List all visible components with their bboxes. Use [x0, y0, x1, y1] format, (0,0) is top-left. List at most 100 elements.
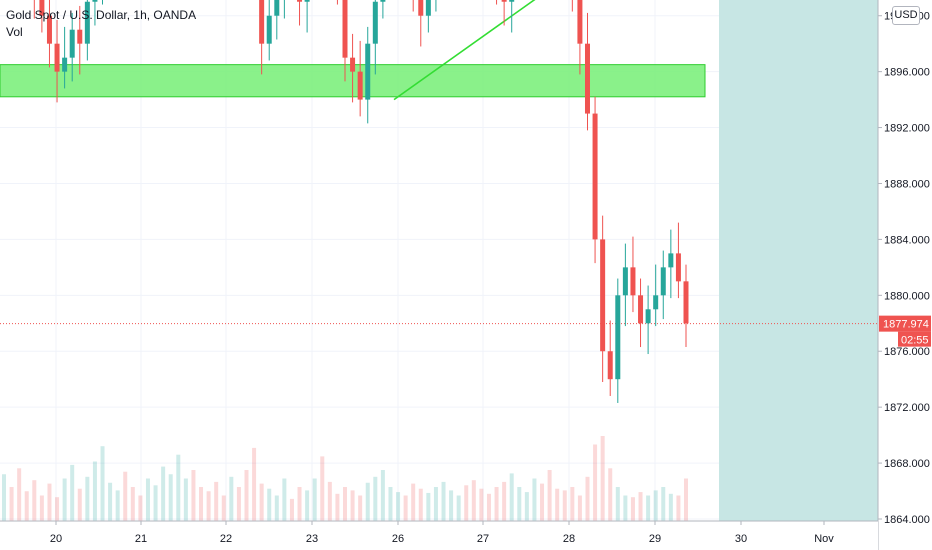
price-tick-label: 1892.000: [884, 123, 930, 135]
time-tick-label: 20: [50, 533, 62, 545]
volume-bar: [486, 493, 491, 521]
volume-bar: [502, 481, 507, 521]
symbol-title: Gold Spot / U.S. Dollar, 1h, OANDA: [6, 8, 197, 22]
volume-bar: [608, 468, 613, 521]
volume-bar: [623, 495, 628, 521]
price-axis-bg: [878, 0, 932, 550]
volume-bar: [17, 468, 22, 521]
candle-body: [380, 0, 386, 2]
volume-bar: [494, 487, 499, 521]
volume-bar: [39, 495, 44, 521]
volume-bar: [145, 478, 150, 521]
volume-bar: [327, 481, 332, 521]
volume-bar: [161, 466, 166, 521]
candle-body: [630, 267, 636, 296]
volume-bar: [252, 447, 257, 521]
volume-bar: [350, 490, 355, 521]
volume-bar: [297, 487, 302, 521]
volume-bar: [577, 495, 582, 521]
volume-bar: [600, 436, 605, 521]
candle-body: [342, 0, 348, 58]
volume-bar: [115, 490, 120, 521]
volume-bar: [411, 483, 416, 521]
volume-bar: [373, 476, 378, 521]
price-tick-label: 1872.000: [884, 402, 930, 414]
time-tick-label: 27: [477, 533, 489, 545]
candle-body: [660, 267, 666, 296]
volume-bar: [343, 487, 347, 521]
volume-bar: [479, 488, 484, 521]
volume-bar: [509, 473, 514, 521]
price-tick-label: 1884.000: [884, 234, 930, 246]
time-axis-bg: [0, 521, 878, 550]
time-tick-label: 30: [735, 533, 747, 545]
candle-body: [54, 43, 60, 72]
volume-bar: [214, 481, 219, 521]
price-tick-label: 1880.000: [884, 290, 930, 302]
volume-bar: [130, 487, 135, 521]
price-tick-label: 1864.000: [884, 514, 930, 526]
volume-bar: [92, 461, 97, 521]
volume-bar: [312, 478, 317, 521]
candle-body: [645, 309, 651, 324]
volume-bar: [464, 485, 469, 521]
candle-body: [266, 15, 272, 44]
price-label: 1877.974: [883, 319, 929, 331]
candle-body: [297, 0, 303, 2]
volume-bar: [396, 492, 401, 521]
candle-body: [615, 295, 621, 380]
price-axis[interactable]: 1864.000 1868.000 1872.000 1876.000 1880.000…: [877, 0, 932, 550]
currency-button[interactable]: USD: [892, 6, 920, 25]
candle-body: [622, 267, 628, 296]
volume-bar: [85, 476, 90, 521]
volume-bar: [47, 483, 52, 521]
volume-bar: [585, 476, 590, 521]
candle-body: [584, 43, 590, 114]
volume-bar: [153, 485, 158, 521]
volume-bar: [555, 488, 560, 521]
candle-body: [69, 29, 75, 58]
volume-bar: [638, 492, 643, 521]
volume-bar: [388, 487, 393, 521]
volume-bar: [229, 476, 234, 521]
volume-bar: [524, 492, 529, 521]
volume-bar: [183, 478, 188, 521]
volume-bar: [380, 470, 385, 521]
time-tick-label: 29: [649, 533, 661, 545]
time-axis[interactable]: 20 21 22 23 26 27 28 29 30 Nov: [0, 520, 878, 550]
candle-body: [577, 0, 583, 44]
volume-bar: [320, 456, 325, 521]
volume-bar: [615, 487, 620, 521]
candle-body: [425, 0, 431, 16]
take-profit-box[interactable]: [719, 0, 878, 521]
volume-bar: [426, 492, 431, 521]
candle-body: [62, 57, 68, 72]
candle-body: [638, 295, 644, 324]
price-tick-label: 1876.000: [884, 346, 930, 358]
volume-bar: [668, 493, 673, 521]
volume-bar: [358, 495, 363, 521]
volume-bar: [176, 454, 181, 521]
drawings[interactable]: [0, 0, 878, 521]
volume-bar: [449, 490, 454, 521]
volume-bar: [403, 495, 408, 521]
candle-body: [365, 43, 371, 100]
volume-bar: [570, 487, 575, 521]
volume-bar: [32, 480, 37, 521]
candle-body: [418, 0, 424, 16]
volume-bar: [684, 478, 688, 521]
time-tick-label: 28: [563, 533, 575, 545]
volume-bar: [676, 495, 681, 521]
candle-body: [84, 1, 90, 44]
volume-bar: [661, 487, 666, 521]
volume-bar: [547, 470, 552, 521]
candle-body: [77, 29, 83, 44]
candle-body: [675, 253, 681, 282]
volume-bar: [168, 474, 173, 521]
candles: [33, 0, 689, 403]
candle-body: [653, 295, 659, 310]
volume-bar: [2, 474, 6, 521]
time-tick-label: 23: [306, 533, 318, 545]
time-tick-label: 26: [392, 533, 404, 545]
